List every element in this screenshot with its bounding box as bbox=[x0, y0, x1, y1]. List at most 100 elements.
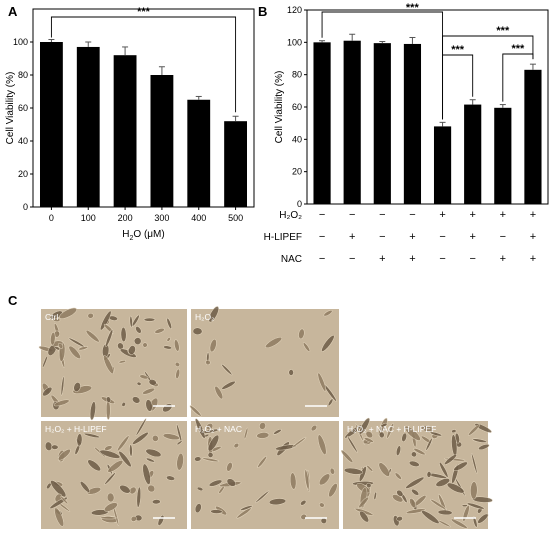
cell-shape bbox=[468, 424, 480, 436]
cell-shape bbox=[192, 327, 203, 336]
cell-shape bbox=[207, 452, 214, 458]
cell-shape bbox=[239, 505, 253, 511]
significance-bracket bbox=[50, 16, 237, 113]
cell-shape bbox=[59, 307, 77, 319]
cell-shape bbox=[396, 489, 404, 497]
cell-shape bbox=[83, 432, 101, 439]
condition-mark: − bbox=[379, 209, 385, 221]
significance-label: *** bbox=[451, 44, 465, 56]
cell-shape bbox=[210, 509, 223, 514]
cell-shape bbox=[52, 317, 61, 322]
bar bbox=[464, 104, 482, 204]
condition-mark: − bbox=[319, 231, 325, 243]
x-tick-label: 0 bbox=[49, 213, 54, 223]
bar bbox=[150, 75, 174, 207]
y-axis-label: Cell Viability (%) bbox=[274, 71, 285, 144]
cell-shape bbox=[86, 487, 102, 495]
bar bbox=[403, 43, 422, 205]
cell-shape bbox=[57, 448, 71, 461]
cell-shape bbox=[104, 445, 113, 451]
cell-shape bbox=[302, 342, 311, 353]
cell-shape bbox=[121, 401, 126, 407]
cell-shape bbox=[142, 342, 148, 348]
cell-shape bbox=[162, 433, 180, 441]
panel-label-b: B bbox=[258, 4, 267, 19]
cell-shape bbox=[90, 509, 109, 516]
cell-shape bbox=[420, 425, 435, 433]
cell-shape bbox=[194, 456, 202, 462]
cell-shape bbox=[135, 326, 142, 334]
cell-shape bbox=[175, 368, 180, 380]
cell-shape bbox=[176, 440, 183, 446]
cell-shape bbox=[152, 435, 159, 442]
cell-shape bbox=[386, 422, 394, 439]
panel-label-c: C bbox=[8, 293, 18, 308]
cell-shape bbox=[409, 498, 417, 509]
cell-shape bbox=[413, 448, 426, 456]
micrograph: H₂O₂ + NAC bbox=[191, 418, 339, 529]
micrograph: H₂O₂ + H-LIPEF bbox=[41, 418, 187, 529]
y-tick-label: 20 bbox=[18, 169, 28, 179]
cell-shape bbox=[163, 345, 173, 350]
cell-shape bbox=[373, 491, 377, 500]
cell-shape bbox=[147, 484, 156, 493]
y-tick-label: 60 bbox=[18, 103, 28, 113]
micrograph: H₂O₂ + NAC + H-LIPEF bbox=[340, 417, 493, 529]
bar bbox=[343, 40, 361, 204]
cell-texture bbox=[194, 418, 338, 524]
cell-shape bbox=[411, 451, 417, 458]
cell-shape bbox=[176, 453, 184, 471]
micrograph-label: H₂O₂ + NAC + H-LIPEF bbox=[347, 424, 436, 434]
cell-shape bbox=[450, 518, 468, 529]
cell-shape bbox=[49, 310, 63, 320]
cell-shape bbox=[51, 444, 59, 450]
cell-shape bbox=[194, 503, 202, 514]
condition-mark: + bbox=[500, 209, 506, 221]
y-tick-label: 100 bbox=[13, 37, 28, 47]
cell-shape bbox=[42, 386, 53, 397]
cell-shape bbox=[364, 437, 374, 443]
cell-shape bbox=[148, 379, 157, 386]
micrograph: Ctrl bbox=[38, 307, 187, 421]
plot-frame-a bbox=[32, 8, 255, 208]
cell-shape bbox=[174, 362, 180, 367]
bar bbox=[76, 46, 100, 208]
cell-shape bbox=[106, 492, 115, 503]
cell-shape bbox=[50, 331, 56, 346]
significance-bracket bbox=[442, 54, 474, 97]
cell-shape bbox=[453, 461, 468, 472]
cell-shape bbox=[105, 329, 113, 347]
x-tick-label: 300 bbox=[154, 213, 169, 223]
cell-shape bbox=[317, 372, 327, 392]
cell-shape bbox=[57, 342, 64, 349]
micrograph-label: H₂O₂ + H-LIPEF bbox=[45, 424, 107, 434]
cell-shape bbox=[118, 450, 132, 468]
y-tick-label: 0 bbox=[297, 199, 302, 209]
cell-shape bbox=[54, 346, 61, 351]
cell-shape bbox=[78, 346, 89, 351]
cell-shape bbox=[394, 472, 402, 480]
cell-shape bbox=[380, 423, 388, 428]
significance-label: *** bbox=[496, 25, 510, 37]
cell-shape bbox=[429, 431, 443, 437]
cell-shape bbox=[195, 418, 206, 439]
cell-shape bbox=[46, 482, 52, 489]
y-axis-label: Cell Viability (%) bbox=[5, 72, 16, 145]
cell-shape bbox=[87, 312, 94, 319]
cell-shape bbox=[430, 498, 446, 510]
cell-shape bbox=[328, 483, 338, 498]
cell-shape bbox=[404, 425, 421, 441]
cell-shape bbox=[89, 401, 96, 421]
cell-shape bbox=[189, 405, 202, 417]
cell-shape bbox=[117, 435, 130, 452]
cell-shape bbox=[85, 330, 100, 343]
y-tick-label: 120 bbox=[287, 5, 302, 15]
condition-mark: + bbox=[530, 253, 536, 265]
condition-row-label: NAC bbox=[281, 254, 302, 265]
cell-shape bbox=[196, 486, 204, 491]
cell-shape bbox=[378, 462, 390, 477]
micrograph-label: H₂O₂ bbox=[195, 312, 214, 322]
cell-shape bbox=[128, 345, 136, 355]
significance-label: *** bbox=[511, 43, 525, 55]
bar bbox=[313, 42, 331, 205]
